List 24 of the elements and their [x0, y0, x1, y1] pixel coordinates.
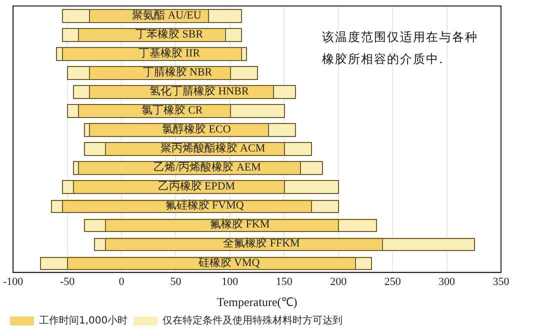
y-tick-label: 丁腈橡胶 NBR — [142, 65, 213, 78]
x-tick-label: -100 — [2, 276, 24, 288]
x-tick-label: 350 — [492, 276, 510, 288]
y-tick-label: 聚氨酯 AU/EU — [132, 9, 202, 22]
x-tick-label: 300 — [438, 276, 456, 288]
x-axis-title: Temperature(℃) — [216, 294, 298, 309]
x-tick-label: 100 — [222, 276, 239, 288]
y-tick-label: 氯醇橡胶 ECO — [162, 122, 231, 136]
x-tick-label: -50 — [60, 276, 76, 288]
y-tick-label: 乙烯/丙烯酸橡胶 AEM — [154, 160, 262, 174]
x-tick-label: 0 — [118, 276, 125, 288]
y-tick-label: 氯丁橡胶 CR — [141, 104, 204, 117]
x-tick-label: 50 — [170, 276, 182, 288]
y-tick-label: 乙丙橡胶 EPDM — [158, 180, 236, 193]
x-tick-label: 200 — [330, 276, 348, 288]
y-tick-label: 氢化丁腈橡胶 HNBR — [149, 84, 250, 98]
legend-label: 仅在特定条件及使用特殊材料时方可达到 — [162, 314, 343, 327]
x-tick-label: 150 — [276, 276, 293, 288]
legend-label: 工作时间1,000小时 — [39, 314, 128, 327]
y-tick-label: 丁苯橡胶 SBR — [136, 27, 204, 40]
annotation: 该温度范围仅适用在与各种橡胶所相容的介质中. — [322, 29, 479, 68]
y-tick-label: 丁基橡胶 IIR — [138, 46, 201, 60]
x-tick-label: 250 — [384, 276, 402, 288]
y-tick-label: 聚丙烯酸酯橡胶 ACM — [160, 142, 266, 155]
